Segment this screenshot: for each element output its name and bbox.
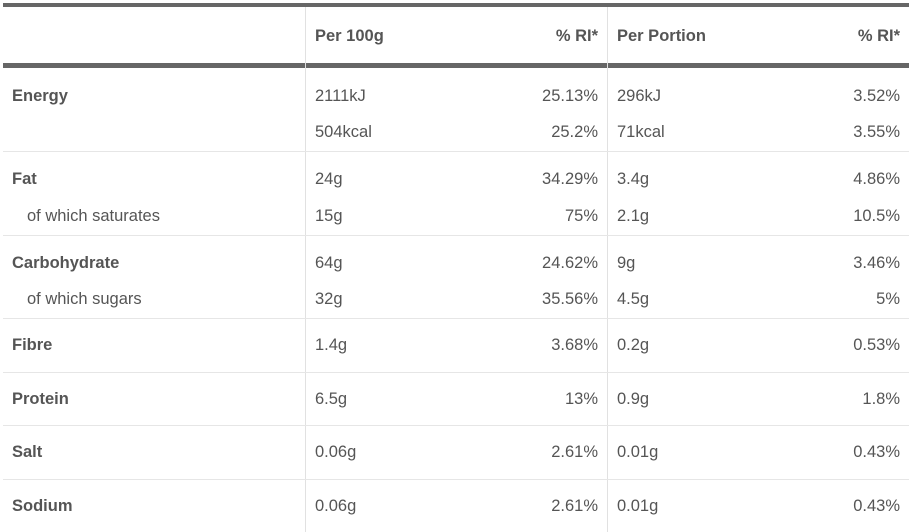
energy-kj-ri-portion: 3.52% xyxy=(853,87,900,105)
fat-per-portion: 3.4g xyxy=(617,170,650,188)
sugars-per-portion: 4.5g xyxy=(617,290,650,308)
header-bottom-border xyxy=(3,63,909,68)
row-label-sodium: Sodium xyxy=(12,497,73,515)
row-label-fat: Fat xyxy=(12,170,37,188)
saturates-per-portion: 2.1g xyxy=(617,207,650,225)
energy-kcal-ri-100g: 25.2% xyxy=(551,123,598,141)
table-top-border xyxy=(3,3,909,7)
row-label-carbohydrate: Carbohydrate xyxy=(12,254,120,272)
row-label-energy: Energy xyxy=(12,87,68,105)
protein-ri-100g: 13% xyxy=(564,390,598,408)
header-ri-portion: % RI* xyxy=(857,27,900,45)
salt-ri-portion: 0.43% xyxy=(853,443,900,461)
sugars-ri-portion: 5% xyxy=(876,290,900,308)
row-label-salt: Salt xyxy=(12,443,43,461)
protein-per-portion: 0.9g xyxy=(617,390,650,408)
energy-kj-ri-100g: 25.13% xyxy=(542,87,598,105)
fibre-per-portion: 0.2g xyxy=(617,336,650,354)
row-divider xyxy=(3,235,909,236)
column-divider xyxy=(607,7,608,532)
energy-kcal-ri-portion: 3.55% xyxy=(853,123,900,141)
row-label-saturates: of which saturates xyxy=(27,207,160,225)
protein-ri-portion: 1.8% xyxy=(862,390,900,408)
row-divider xyxy=(3,479,909,480)
salt-per-portion: 0.01g xyxy=(617,443,659,461)
fat-ri-100g: 34.29% xyxy=(542,170,598,188)
fibre-ri-100g: 3.68% xyxy=(551,336,598,354)
column-divider xyxy=(305,7,306,532)
fat-per-100g: 24g xyxy=(315,170,343,188)
row-label-protein: Protein xyxy=(12,390,69,408)
row-label-fibre: Fibre xyxy=(12,336,53,354)
sugars-per-100g: 32g xyxy=(315,290,343,308)
sodium-per-portion: 0.01g xyxy=(617,497,659,515)
fibre-per-100g: 1.4g xyxy=(315,336,348,354)
row-divider xyxy=(3,425,909,426)
sodium-per-100g: 0.06g xyxy=(315,497,357,515)
row-label-sugars: of which sugars xyxy=(27,290,142,308)
carbohydrate-ri-100g: 24.62% xyxy=(542,254,598,272)
row-divider xyxy=(3,372,909,373)
carbohydrate-per-100g: 64g xyxy=(315,254,343,272)
salt-per-100g: 0.06g xyxy=(315,443,357,461)
energy-kj-per-100g: 2111kJ xyxy=(315,87,366,105)
carbohydrate-per-portion: 9g xyxy=(617,254,636,272)
energy-kcal-per-100g: 504kcal xyxy=(315,123,372,141)
sodium-ri-100g: 2.61% xyxy=(551,497,598,515)
header-ri-100g: % RI* xyxy=(555,27,598,45)
saturates-per-100g: 15g xyxy=(315,207,343,225)
row-divider xyxy=(3,151,909,152)
header-per-100g: Per 100g xyxy=(315,27,384,45)
fat-ri-portion: 4.86% xyxy=(853,170,900,188)
protein-per-100g: 6.5g xyxy=(315,390,348,408)
energy-kj-per-portion: 296kJ xyxy=(617,87,662,105)
saturates-ri-portion: 10.5% xyxy=(853,207,900,225)
carbohydrate-ri-portion: 3.46% xyxy=(853,254,900,272)
saturates-ri-100g: 75% xyxy=(564,207,598,225)
sodium-ri-portion: 0.43% xyxy=(853,497,900,515)
fibre-ri-portion: 0.53% xyxy=(853,336,900,354)
energy-kcal-per-portion: 71kcal xyxy=(617,123,665,141)
sugars-ri-100g: 35.56% xyxy=(542,290,598,308)
salt-ri-100g: 2.61% xyxy=(551,443,598,461)
row-divider xyxy=(3,318,909,319)
header-per-portion: Per Portion xyxy=(617,27,706,45)
